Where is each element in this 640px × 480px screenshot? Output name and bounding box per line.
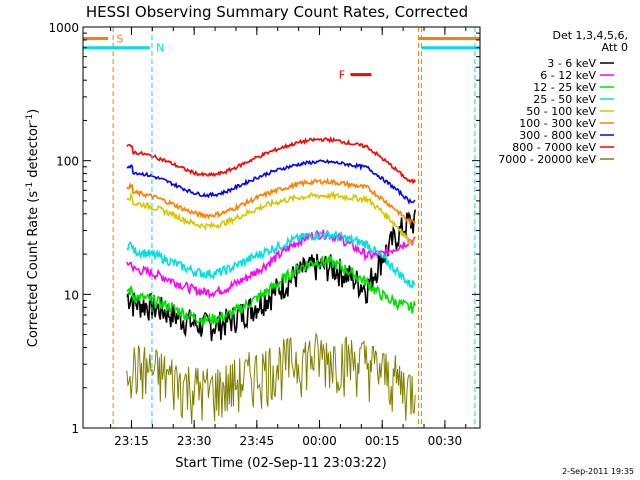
axes: 23:15 23:30 23:45 00:00 00:15 00:30 1 10 100 1000 [48,21,480,448]
y-tick-label: 10 [64,288,79,302]
x-tick-label: 00:15 [365,434,400,448]
series-line [126,177,416,227]
series-line [126,255,416,329]
legend-entry-label: 6 - 12 keV [540,69,596,82]
y-axis-label: Corrected Count Rate (s-1 detector-1) [25,109,41,347]
y-tick-label: 1 [71,422,79,436]
y-tick-label: 1000 [48,21,79,35]
flag-label: S [116,33,123,46]
series-line [126,190,416,246]
legend-entry-label: 3 - 6 keV [547,57,596,70]
series-line [126,331,416,425]
x-tick-label: 00:00 [302,434,337,448]
x-tick-label: 00:30 [428,434,463,448]
legend-entry-label: 7000 - 20000 keV [498,153,596,166]
series-line [126,209,416,342]
x-axis-label: Start Time (02-Sep-11 23:03:22) [175,456,386,471]
x-tick-label: 23:15 [114,434,149,448]
x-tick-label: 23:30 [177,434,212,448]
flag-label: F [339,69,345,82]
legend-entry-label: 25 - 50 keV [533,93,596,106]
legend-header-line2: Att 0 [602,41,628,54]
x-tick-label: 23:45 [240,434,275,448]
flag-label: N [156,42,164,55]
series-line [126,229,416,289]
series-line [126,158,416,205]
legend-entry-label: 800 - 7000 keV [512,141,596,154]
plot-frame [82,26,481,429]
legend-entry-label: 12 - 25 keV [533,81,596,94]
legend-header-line1: Det 1,3,4,5,6, [552,29,628,42]
legend-entry-label: 100 - 300 keV [519,117,596,130]
timestamp: 2-Sep-2011 19:35 [562,467,634,476]
series-line [126,136,416,185]
series-line [126,229,416,300]
legend-entry-label: 300 - 800 keV [519,129,596,142]
legend-entry-label: 50 - 100 keV [526,105,596,118]
y-tick-label: 100 [56,155,79,169]
plot-area: S N F [83,27,480,428]
chart-title: HESSI Observing Summary Count Rates, Cor… [86,3,468,21]
